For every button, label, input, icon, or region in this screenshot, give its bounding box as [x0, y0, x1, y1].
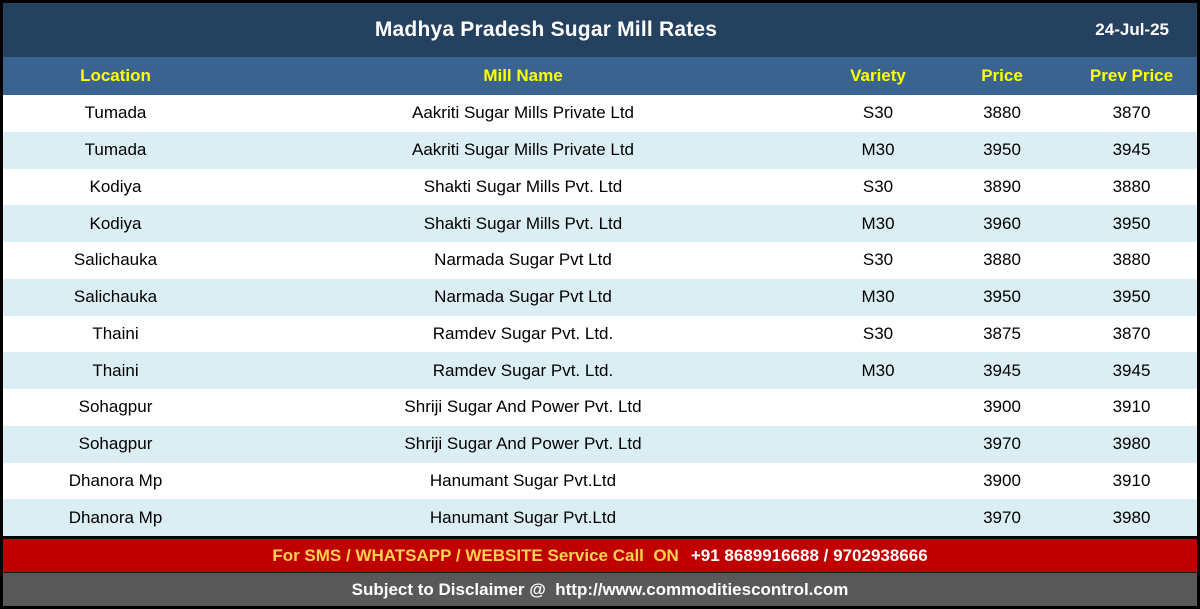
service-contact-numbers: +91 8689916688 / 9702938666	[690, 545, 928, 565]
cell-prev-price: 3870	[1112, 103, 1151, 123]
cell-variety: S30	[862, 176, 894, 196]
table-row: Tumada Aakriti Sugar Mills Private Ltd M…	[3, 131, 1197, 169]
service-contact-bar: For SMS / WHATSAPP / WEBSITE Service Cal…	[3, 539, 1197, 572]
cell-prev-price: 3950	[1112, 287, 1151, 307]
column-header-mill-name: Mill Name	[483, 66, 563, 85]
cell-mill-name: Aakriti Sugar Mills Private Ltd	[411, 140, 635, 160]
cell-prev-price: 3980	[1112, 434, 1151, 454]
cell-prev-price: 3945	[1112, 360, 1151, 380]
cell-price: 3875	[983, 323, 1021, 343]
column-header-prev-price: Prev Price	[1089, 66, 1174, 85]
cell-prev-price: 3880	[1112, 176, 1151, 196]
cell-mill-name: Shakti Sugar Mills Pvt. Ltd	[423, 176, 623, 196]
cell-location: Dhanora Mp	[68, 507, 163, 527]
cell-location: Salichauka	[73, 250, 158, 270]
footer-divider	[3, 536, 1197, 539]
cell-variety: M30	[861, 140, 895, 160]
cell-price: 3950	[983, 140, 1021, 160]
cell-location: Sohagpur	[78, 434, 153, 454]
column-header-price: Price	[981, 66, 1023, 85]
cell-location: Thaini	[92, 360, 139, 380]
page-title: Madhya Pradesh Sugar Mill Rates	[374, 18, 718, 41]
table-column-header: Location Mill Name Variety Price Prev Pr…	[3, 57, 1197, 95]
column-header-variety: Variety	[850, 66, 906, 85]
title-bar: Madhya Pradesh Sugar Mill Rates 24-Jul-2…	[3, 3, 1197, 57]
cell-price: 3970	[983, 434, 1021, 454]
table-row: Salichauka Narmada Sugar Pvt Ltd M30 395…	[3, 278, 1197, 316]
cell-location: Tumada	[84, 140, 147, 160]
table-row: Sohagpur Shriji Sugar And Power Pvt. Ltd…	[3, 389, 1197, 426]
cell-location: Salichauka	[73, 287, 158, 307]
cell-variety: M30	[861, 287, 895, 307]
cell-mill-name: Shriji Sugar And Power Pvt. Ltd	[404, 434, 642, 454]
cell-location: Tumada	[84, 103, 147, 123]
cell-price: 3950	[983, 287, 1021, 307]
cell-prev-price: 3910	[1112, 397, 1151, 417]
cell-price: 3960	[983, 213, 1021, 233]
cell-price: 3880	[983, 250, 1021, 270]
cell-prev-price: 3910	[1112, 470, 1151, 490]
service-contact-label: For SMS / WHATSAPP / WEBSITE Service Cal…	[272, 545, 679, 565]
cell-location: Thaini	[92, 323, 139, 343]
cell-mill-name: Hanumant Sugar Pvt.Ltd	[429, 507, 617, 527]
table-row: Dhanora Mp Hanumant Sugar Pvt.Ltd 3900 3…	[3, 462, 1197, 500]
disclaimer-bar: Subject to Disclaimer @ http://www.commo…	[3, 572, 1197, 606]
cell-variety: M30	[861, 360, 895, 380]
table-row: Thaini Ramdev Sugar Pvt. Ltd. M30 3945 3…	[3, 352, 1197, 389]
cell-variety: S30	[862, 323, 894, 343]
cell-variety: M30	[861, 213, 895, 233]
cell-mill-name: Narmada Sugar Pvt Ltd	[434, 250, 612, 270]
cell-prev-price: 3950	[1112, 213, 1151, 233]
cell-price: 3970	[983, 507, 1021, 527]
cell-variety: S30	[862, 103, 894, 123]
report-date: 24-Jul-25	[1095, 20, 1169, 39]
cell-mill-name: Narmada Sugar Pvt Ltd	[434, 287, 612, 307]
cell-variety: S30	[862, 250, 894, 270]
table-body: Tumada Aakriti Sugar Mills Private Ltd S…	[3, 95, 1197, 536]
cell-mill-name: Shakti Sugar Mills Pvt. Ltd	[423, 213, 623, 233]
cell-mill-name: Aakriti Sugar Mills Private Ltd	[411, 103, 635, 123]
cell-mill-name: Shriji Sugar And Power Pvt. Ltd	[404, 397, 642, 417]
cell-prev-price: 3945	[1112, 140, 1151, 160]
table-row: Sohagpur Shriji Sugar And Power Pvt. Ltd…	[3, 425, 1197, 463]
cell-price: 3890	[983, 176, 1021, 196]
table-row: Kodiya Shakti Sugar Mills Pvt. Ltd M30 3…	[3, 205, 1197, 242]
table-row: Tumada Aakriti Sugar Mills Private Ltd S…	[3, 95, 1197, 132]
cell-mill-name: Ramdev Sugar Pvt. Ltd.	[432, 323, 614, 343]
cell-price: 3945	[983, 360, 1021, 380]
cell-prev-price: 3870	[1112, 323, 1151, 343]
cell-prev-price: 3980	[1112, 507, 1151, 527]
cell-price: 3880	[983, 103, 1021, 123]
cell-mill-name: Ramdev Sugar Pvt. Ltd.	[432, 360, 614, 380]
cell-location: Kodiya	[89, 176, 142, 196]
cell-location: Sohagpur	[78, 397, 153, 417]
cell-location: Kodiya	[89, 213, 142, 233]
cell-price: 3900	[983, 397, 1021, 417]
cell-location: Dhanora Mp	[68, 470, 163, 490]
table-row: Thaini Ramdev Sugar Pvt. Ltd. S30 3875 3…	[3, 315, 1197, 353]
table-row: Kodiya Shakti Sugar Mills Pvt. Ltd S30 3…	[3, 168, 1197, 206]
column-header-location: Location	[80, 66, 151, 85]
cell-price: 3900	[983, 470, 1021, 490]
cell-prev-price: 3880	[1112, 250, 1151, 270]
table-row: Salichauka Narmada Sugar Pvt Ltd S30 388…	[3, 242, 1197, 279]
cell-mill-name: Hanumant Sugar Pvt.Ltd	[429, 470, 617, 490]
table-row: Dhanora Mp Hanumant Sugar Pvt.Ltd 3970 3…	[3, 499, 1197, 536]
